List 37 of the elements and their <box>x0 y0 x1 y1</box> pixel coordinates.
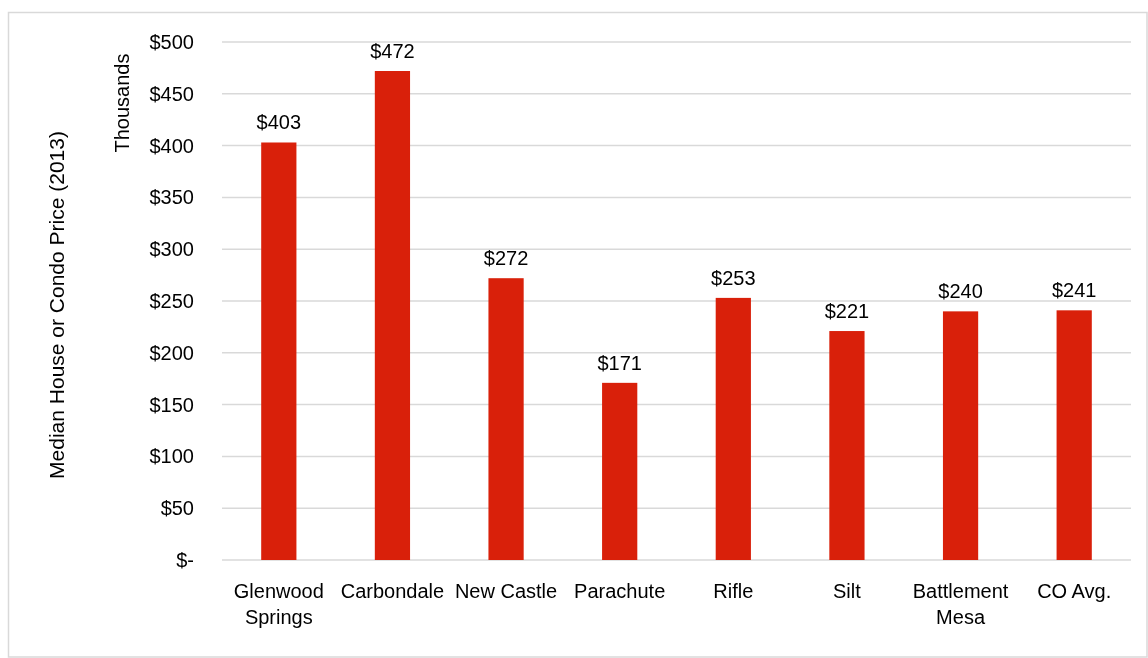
data-label: $241 <box>1051 279 1097 302</box>
text: Thousands <box>111 53 133 153</box>
y-axis-title: Median House or Condo Price (2013) <box>45 131 68 479</box>
bar <box>488 278 524 560</box>
y-tick-label: $400 <box>149 134 194 157</box>
bar <box>261 142 297 560</box>
y-tick-label: $150 <box>149 393 194 416</box>
x-tick-label: Silt <box>833 580 862 602</box>
data-label: $403 <box>256 111 302 134</box>
data-label: $472 <box>370 40 415 63</box>
y-tick-label: $100 <box>149 445 194 468</box>
x-tick-label: CO Avg. <box>1037 580 1112 602</box>
bar <box>715 297 751 560</box>
bar <box>602 382 638 560</box>
y-tick-label: $450 <box>149 82 194 105</box>
y-tick-label: $250 <box>149 290 194 312</box>
x-tick-label: Parachute <box>574 580 666 602</box>
x-tick-label: Glenwood Springs <box>233 580 324 628</box>
y-tick-label: $300 <box>149 238 194 261</box>
bar <box>1056 310 1092 560</box>
x-tick-label: New Castle <box>454 580 558 602</box>
y-tick-label: $500 <box>149 31 194 53</box>
y-tick-label: $200 <box>149 341 194 364</box>
y-tick-label: $350 <box>149 186 194 209</box>
x-tick-label: Battlement Mesa <box>912 580 1009 628</box>
bar <box>829 331 865 560</box>
x-tick-label: Rifle <box>713 580 754 602</box>
data-label: $221 <box>824 300 870 323</box>
y-tick-label: $50 <box>160 497 194 520</box>
data-label: $272 <box>483 247 529 270</box>
data-label: $253 <box>711 266 756 289</box>
data-label: $171 <box>597 351 642 374</box>
y-tick-label: $- <box>176 549 194 571</box>
bar <box>942 311 979 560</box>
data-label: $240 <box>938 280 983 303</box>
bar <box>374 71 411 560</box>
x-tick-label: Carbondale <box>340 580 445 602</box>
